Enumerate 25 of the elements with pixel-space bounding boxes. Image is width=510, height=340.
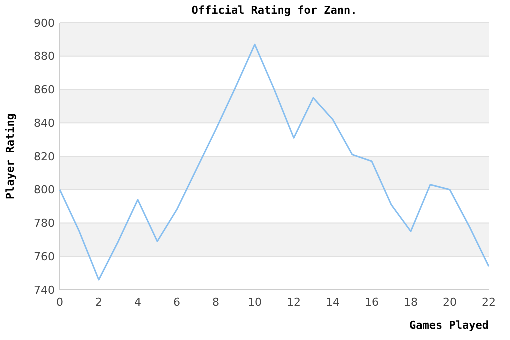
x-tick-label: 8 bbox=[212, 296, 220, 309]
y-tick-label: 800 bbox=[34, 184, 55, 197]
y-tick-label: 860 bbox=[34, 84, 55, 97]
x-tick-label: 6 bbox=[174, 296, 180, 309]
y-tick-label: 840 bbox=[34, 116, 55, 130]
y-tick-label: 740 bbox=[34, 284, 55, 297]
x-tick-label: 22 bbox=[482, 296, 496, 309]
y-tick-label: 880 bbox=[34, 50, 55, 64]
y-tick-label: 900 bbox=[34, 16, 55, 30]
x-tick-label: 2 bbox=[96, 296, 102, 309]
x-tick-label: 14 bbox=[326, 296, 340, 309]
y-tick-label: 820 bbox=[34, 150, 55, 164]
line-series bbox=[59, 44, 490, 281]
x-tick-label: 12 bbox=[287, 296, 301, 309]
x-tick-label: 4 bbox=[134, 296, 142, 309]
x-tick-label: 10 bbox=[248, 296, 262, 309]
x-tick-label: 16 bbox=[365, 296, 379, 309]
x-tick-label: 18 bbox=[404, 296, 418, 309]
y-tick-label: 780 bbox=[34, 217, 55, 230]
x-axis-title: Games Played bbox=[410, 319, 489, 332]
chart-title: Official Rating for Zann. bbox=[192, 4, 358, 17]
x-tick-label: 20 bbox=[443, 296, 457, 309]
y-tick-label: 760 bbox=[34, 250, 55, 264]
x-tick-label: 0 bbox=[56, 296, 64, 309]
y-axis-title: Player Rating bbox=[4, 113, 17, 200]
